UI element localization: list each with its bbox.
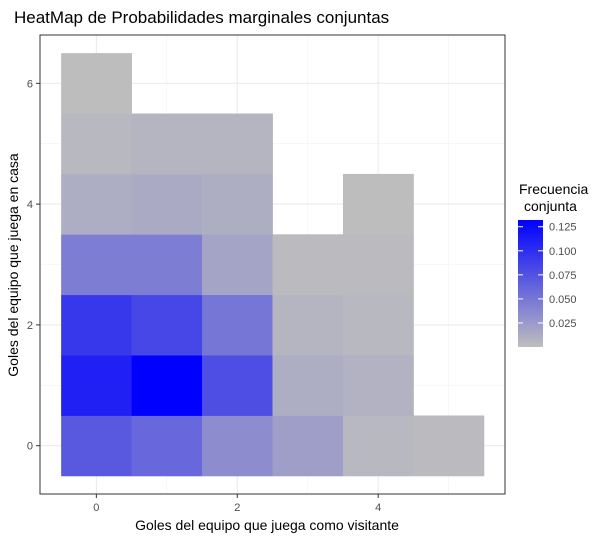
x-tick-label: 4 — [375, 502, 381, 514]
heatmap-cell — [131, 415, 203, 477]
heatmap-cell — [342, 294, 414, 356]
legend-title-line1: Frecuencia — [519, 181, 588, 197]
y-tick-label: 0 — [27, 441, 33, 453]
heatmap-cell — [272, 234, 344, 296]
legend-ticks: 0.025 0.050 0.075 0.100 0.125 — [518, 222, 577, 330]
heatmap-cell — [61, 113, 132, 175]
heatmap-cell — [61, 355, 132, 416]
x-axis-title: Goles del equipo que juega como visitant… — [135, 517, 399, 533]
heatmap-cell — [131, 234, 203, 296]
y-axis-title: Goles del equipo que juega en casa — [5, 153, 21, 377]
heatmap-cell — [61, 415, 132, 477]
chart-title: HeatMap de Probabilidades marginales con… — [14, 8, 389, 27]
panel-border — [39, 34, 506, 495]
heatmap-cell — [202, 415, 273, 477]
heatmap-cell — [272, 355, 344, 416]
legend-tick-label: 0.025 — [549, 318, 577, 330]
heatmap-cell — [61, 294, 132, 356]
x-axis-ticks: 0 2 4 — [93, 494, 381, 514]
legend-tick-label: 0.075 — [549, 270, 577, 282]
heatmap-cell — [202, 173, 273, 235]
heatmap-cell — [61, 234, 132, 296]
plot-area — [39, 34, 506, 495]
y-axis-ticks: 0 2 4 6 — [27, 78, 40, 453]
heatmap-cell — [61, 173, 132, 235]
heatmap-cell — [342, 173, 414, 235]
y-tick-label: 2 — [27, 320, 33, 332]
heatmap-cell — [131, 355, 203, 416]
x-tick-label: 2 — [234, 502, 240, 514]
heatmap-cell — [202, 234, 273, 296]
heatmap-cell — [202, 294, 273, 356]
heatmap-cell — [131, 113, 203, 175]
x-tick-label: 0 — [93, 502, 99, 514]
legend: Frecuencia conjunta 0.025 0.050 0.075 0.100… — [518, 181, 588, 347]
y-tick-label: 6 — [27, 78, 33, 90]
legend-tick-label: 0.050 — [549, 294, 577, 306]
heatmap-cell — [61, 53, 132, 114]
heatmap-cell — [413, 415, 485, 477]
heatmap-cell — [342, 234, 414, 296]
legend-colorbar — [518, 220, 543, 347]
y-tick-label: 4 — [27, 199, 33, 211]
heatmap-cell — [202, 355, 273, 416]
heatmap-cell — [342, 355, 414, 416]
heatmap-cell — [272, 415, 344, 477]
heatmap-cell — [342, 415, 414, 477]
heatmap-cell — [131, 294, 203, 356]
legend-title-line2: conjunta — [524, 198, 577, 214]
heatmap-cell — [272, 294, 344, 356]
heatmap-cell — [202, 113, 273, 175]
legend-tick-label: 0.125 — [549, 222, 577, 234]
heatmap-cell — [131, 173, 203, 235]
legend-tick-label: 0.100 — [549, 246, 577, 258]
heatmap-cells — [61, 53, 485, 477]
